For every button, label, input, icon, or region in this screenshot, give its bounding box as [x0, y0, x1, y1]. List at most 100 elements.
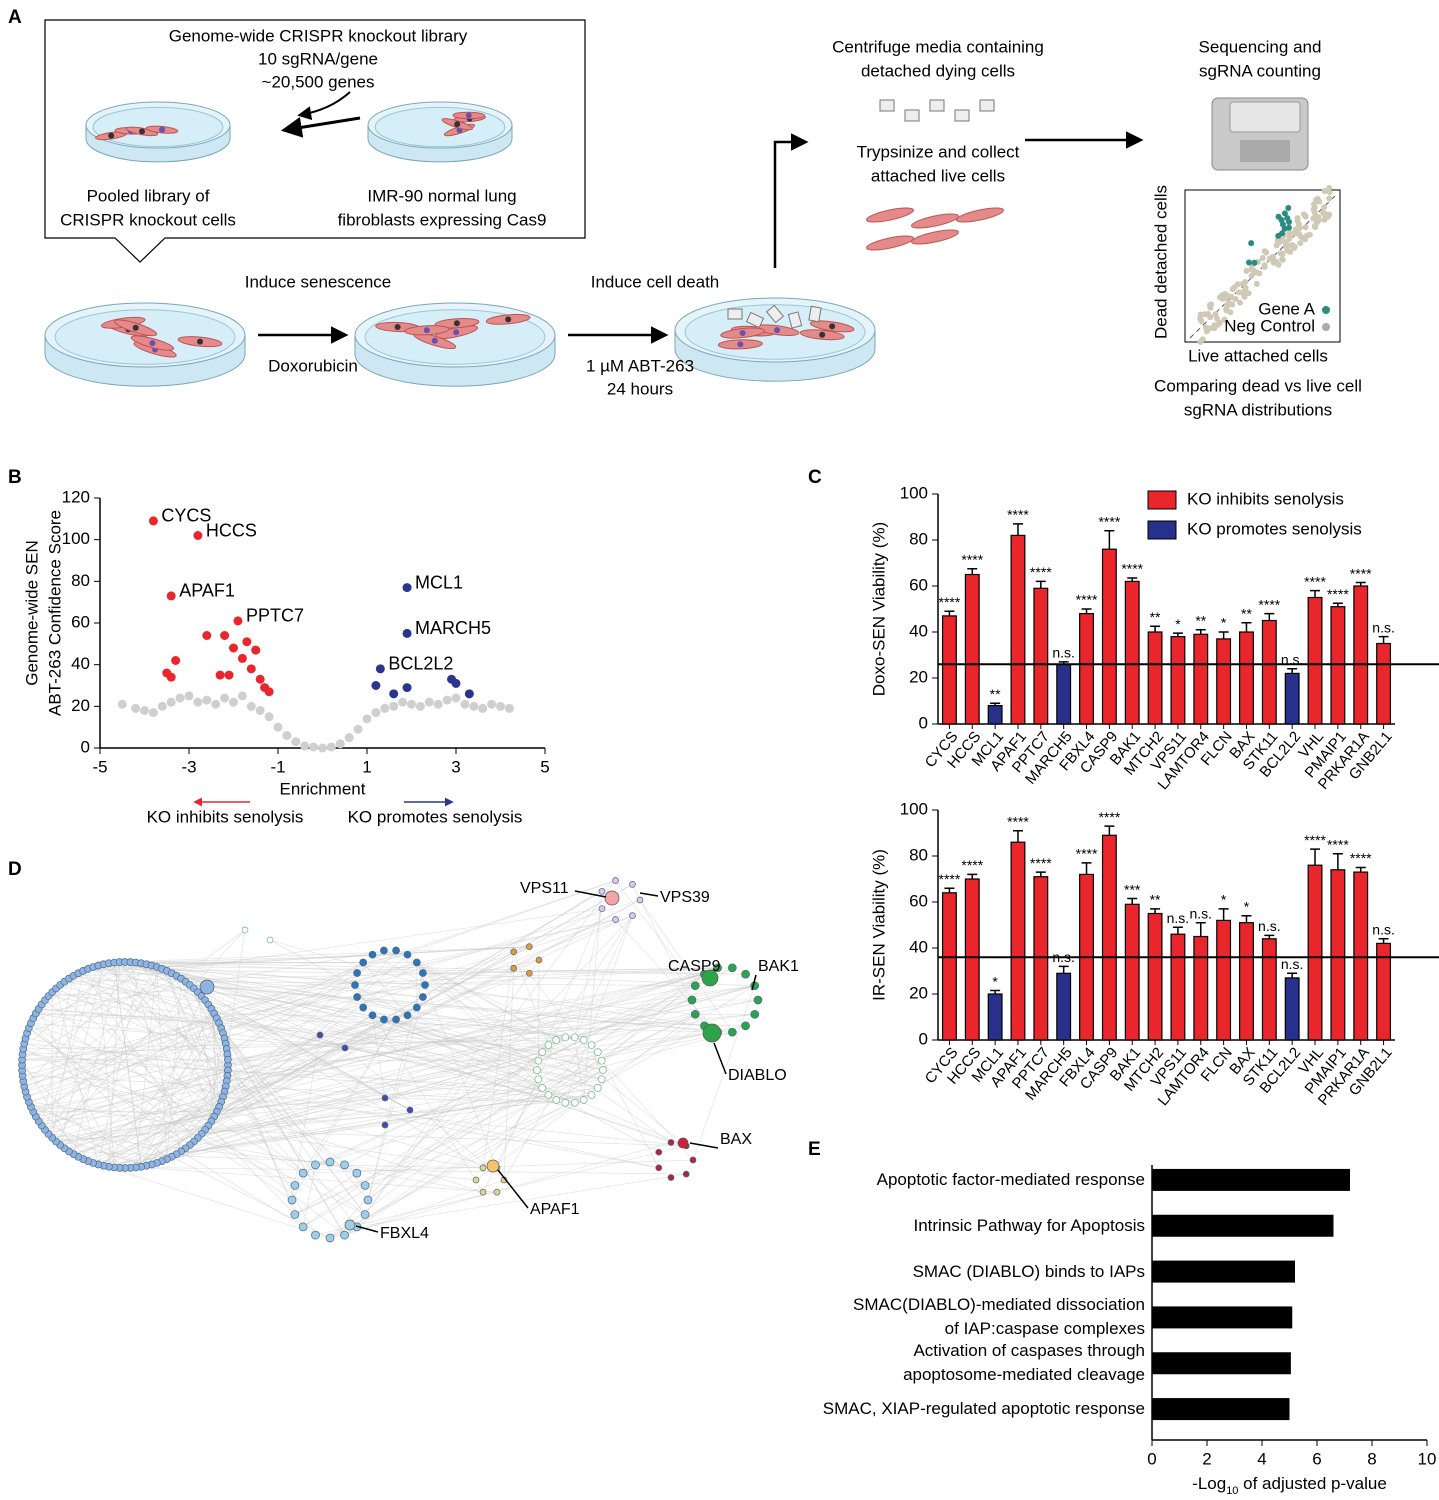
leader-line	[497, 1169, 529, 1209]
edge	[216, 1078, 539, 1113]
y-tick-label: 40	[909, 937, 928, 956]
label: IMR-90 normal lung	[367, 186, 516, 205]
point-label: PPTC7	[246, 606, 304, 626]
point-label: HCCS	[206, 520, 257, 540]
bar	[1056, 972, 1072, 1041]
point	[220, 693, 230, 703]
error-bar	[1012, 523, 1023, 536]
edge	[302, 1019, 397, 1174]
network-node	[525, 943, 533, 951]
significance-label: ****	[1327, 586, 1349, 602]
edge	[98, 965, 209, 1005]
y-tick-label: SMAC (DIABLO) binds to IAPs	[912, 1261, 1145, 1281]
network-node	[701, 969, 719, 987]
edge	[166, 978, 182, 1160]
nucleus	[132, 324, 139, 331]
edge	[30, 1022, 224, 1098]
node-label: DIABLO	[728, 1067, 787, 1084]
edge	[218, 1106, 484, 1193]
point	[242, 637, 252, 647]
edge	[146, 963, 672, 1143]
bar	[1101, 548, 1117, 725]
edge	[166, 908, 603, 972]
edge	[227, 973, 705, 1066]
error-bar	[1287, 668, 1298, 674]
point	[233, 616, 243, 626]
edge	[130, 961, 411, 1111]
y-tick-label: 100	[900, 483, 928, 502]
network-node	[266, 936, 274, 944]
edge	[25, 929, 246, 1092]
mini-dot	[1248, 266, 1255, 273]
bar	[1307, 864, 1323, 1041]
edge	[216, 984, 426, 1019]
network-node	[677, 1137, 689, 1149]
label: Doxorubicin	[268, 356, 358, 375]
point	[464, 689, 474, 699]
significance-label: *	[992, 973, 998, 989]
edge	[222, 1032, 345, 1236]
bar	[1170, 635, 1186, 725]
edge	[30, 966, 157, 1024]
y-tick-label: 60	[71, 612, 90, 631]
edge	[60, 984, 224, 1034]
point	[148, 516, 158, 526]
edge	[171, 1059, 229, 1157]
edge	[135, 962, 484, 1169]
edge	[130, 890, 603, 1169]
edge	[601, 985, 755, 1080]
nucleus	[139, 128, 146, 135]
edge	[23, 1048, 212, 1122]
mini-dot	[1251, 259, 1258, 266]
point	[211, 699, 221, 709]
network-node	[359, 1003, 368, 1012]
y-tick-label: SMAC(DIABLO)-mediated dissociation of IA…	[853, 1295, 1145, 1339]
legend-dot	[1322, 306, 1330, 314]
edge	[201, 1133, 366, 1215]
mini-dot	[1246, 259, 1253, 266]
label: 24 hours	[607, 379, 673, 398]
significance-label: n.s.	[1281, 956, 1304, 972]
edge	[64, 985, 755, 1149]
edge	[113, 962, 142, 1167]
network-node	[612, 916, 619, 923]
edge	[60, 1091, 225, 1146]
mini-dot	[1232, 295, 1239, 302]
edge	[135, 1167, 687, 1175]
bar	[964, 573, 980, 725]
edge	[151, 965, 598, 1089]
edge	[383, 1019, 575, 1038]
mini-dot	[1310, 206, 1317, 213]
edge	[51, 991, 366, 1215]
bar	[1353, 585, 1369, 725]
edge	[227, 1064, 358, 1228]
nucleus	[829, 323, 836, 330]
error-bar	[944, 887, 955, 893]
network-node	[486, 1159, 500, 1173]
label: CRISPR knockout cells	[60, 210, 236, 229]
bar	[1152, 1214, 1334, 1237]
network-node	[690, 981, 700, 991]
mini-dot	[1286, 234, 1293, 241]
mini-dot	[1313, 219, 1320, 226]
significance-label: ****	[1030, 564, 1052, 580]
edge	[197, 1036, 566, 1139]
edge	[591, 973, 705, 1046]
dead-cell	[787, 311, 803, 329]
edge	[302, 1164, 316, 1227]
edge	[114, 946, 530, 1168]
edge	[176, 1078, 602, 1155]
error-bar	[990, 989, 1001, 994]
edge	[30, 1022, 346, 1049]
bar	[1239, 922, 1254, 1041]
edge	[356, 950, 397, 998]
mini-dot	[1245, 290, 1252, 297]
edge	[166, 970, 212, 1122]
network-node	[598, 887, 606, 895]
edge	[344, 985, 696, 1236]
edge	[119, 946, 530, 963]
edge	[73, 972, 530, 1155]
significance-label: ****	[939, 594, 961, 610]
edge	[344, 1069, 604, 1236]
edge	[38, 1008, 598, 1053]
